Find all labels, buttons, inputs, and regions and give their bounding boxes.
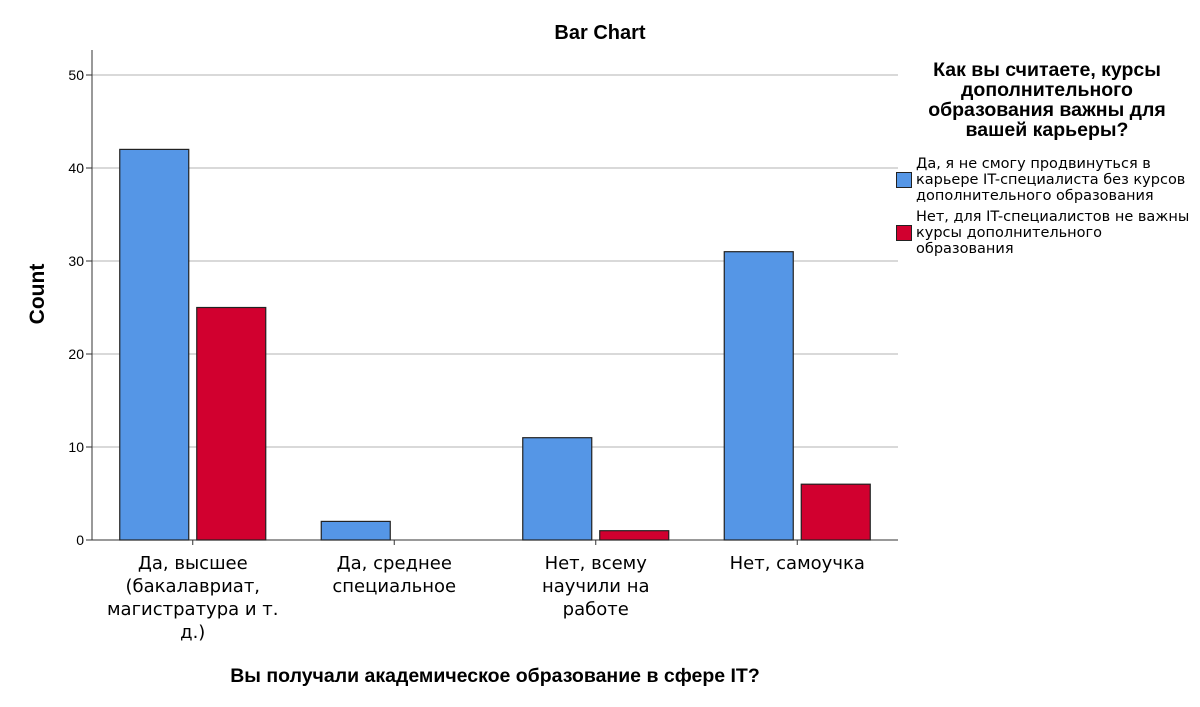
bar-no [599, 530, 670, 541]
x-tick-label: Нет, всему научили на работе [542, 553, 650, 620]
x-tick-label: Да, среднее специальное [332, 553, 456, 597]
y-tick-label: 20 [68, 346, 84, 362]
legend-swatch-yes [896, 172, 912, 188]
y-tick-label: 40 [68, 160, 84, 176]
x-tick-label: Нет, самоучка [730, 553, 865, 574]
x-tick-label: Да, высшее (бакалавриат, магистратура и т.… [107, 553, 279, 643]
bars [119, 148, 871, 541]
legend-label-no: Нет, для IT-специалистов не важны курсы … [916, 209, 1190, 257]
y-tick-label: 30 [68, 253, 84, 269]
bar-no [800, 483, 871, 541]
x-tick-labels: Да, высшее (бакалавриат, магистратура и т.… [107, 553, 865, 643]
chart-title: Bar Chart [554, 22, 645, 44]
legend-label-yes: Да, я не смогу продвинуться в карьере IT… [916, 156, 1186, 204]
bar-yes [522, 437, 593, 541]
bar-yes [119, 148, 190, 541]
x-axis-label: Вы получали академическое образование в … [230, 665, 760, 687]
legend: Как вы считаете, курсы дополнительного о… [896, 60, 1196, 262]
bar-yes [320, 520, 391, 541]
y-axis-label: Count [26, 264, 49, 325]
legend-swatch-no [896, 225, 912, 241]
y-tick-label: 50 [68, 67, 84, 83]
legend-item-yes: Да, я не смогу продвинуться в карьере IT… [896, 156, 1196, 204]
legend-item-no: Нет, для IT-специалистов не важны курсы … [896, 209, 1196, 257]
bar-no [196, 306, 267, 541]
y-tick-label: 0 [76, 532, 84, 548]
legend-title: Как вы считаете, курсы дополнительного о… [928, 59, 1166, 141]
y-tick-label: 10 [68, 439, 84, 455]
bar-yes [723, 251, 794, 541]
